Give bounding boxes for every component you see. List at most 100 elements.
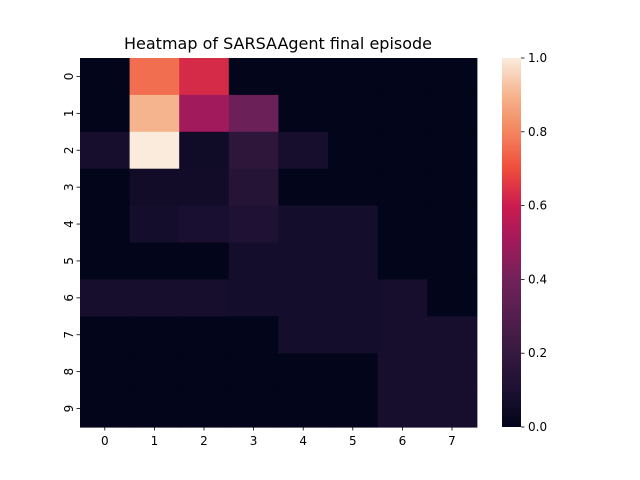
heatmap-cell-r9-c4 [278, 390, 329, 428]
heatmap-cell-r6-c4 [278, 279, 329, 317]
heatmap-cell-r9-c2 [179, 390, 230, 428]
heatmap-cell-r5-c6 [377, 242, 428, 280]
heatmap-cell-r4-c6 [377, 205, 428, 244]
heatmap-cell-r7-c1 [129, 316, 180, 354]
x-tick-label: 1 [151, 434, 159, 448]
heatmap-cell-r0-c5 [328, 58, 379, 96]
y-tick-label: 7 [62, 331, 76, 339]
heatmap-cell-r1-c4 [278, 94, 329, 133]
heatmap-cell-r2-c5 [328, 131, 379, 170]
heatmap-cell-r9-c3 [228, 390, 279, 428]
heatmap-cell-r8-c6 [377, 353, 428, 391]
heatmap-cell-r4-c0 [80, 205, 131, 244]
x-tick-label: 6 [399, 434, 407, 448]
heatmap-cell-r7-c5 [328, 316, 379, 354]
heatmap-cell-r5-c1 [129, 242, 180, 280]
heatmap-cell-r1-c2 [179, 94, 230, 133]
heatmap-cell-r2-c7 [427, 131, 478, 170]
heatmap-cell-r8-c1 [129, 353, 180, 391]
heatmap-cell-r5-c4 [278, 242, 329, 280]
heatmap-cell-r9-c0 [80, 390, 131, 428]
heatmap-cell-r1-c1 [129, 94, 180, 133]
heatmap-cell-r4-c4 [278, 205, 329, 244]
heatmap-cell-r6-c6 [377, 279, 428, 317]
heatmap-cell-r3-c7 [427, 168, 478, 207]
heatmap-cell-r3-c2 [179, 168, 230, 207]
x-tick-label: 2 [200, 434, 208, 448]
heatmap-cell-r5-c2 [179, 242, 230, 280]
heatmap-cell-r9-c6 [377, 390, 428, 428]
heatmap-cell-r6-c0 [80, 279, 131, 317]
heatmap-cell-r5-c7 [427, 242, 478, 280]
heatmap-cell-r3-c3 [228, 168, 279, 207]
heatmap-cell-r2-c3 [228, 131, 279, 170]
heatmap-cell-r0-c6 [377, 58, 428, 96]
heatmap-cell-r7-c2 [179, 316, 230, 354]
heatmap-cell-r3-c4 [278, 168, 329, 207]
y-tick-label: 1 [62, 110, 76, 118]
heatmap-cell-r7-c4 [278, 316, 329, 354]
y-tick-label: 3 [62, 183, 76, 191]
heatmap-cell-r2-c2 [179, 131, 230, 170]
y-axis-ticks: 0 1 2 3 4 5 6 7 8 9 [62, 73, 80, 413]
heatmap-cell-r1-c5 [328, 94, 379, 133]
heatmap-cell-r8-c2 [179, 353, 230, 391]
heatmap-cell-r1-c3 [228, 94, 279, 133]
heatmap-cell-r8-c7 [427, 353, 478, 391]
heatmap-cell-r1-c7 [427, 94, 478, 133]
heatmap-cell-r3-c5 [328, 168, 379, 207]
heatmap-cell-r2-c6 [377, 131, 428, 170]
heatmap-cell-r7-c6 [377, 316, 428, 354]
y-tick-label: 8 [62, 368, 76, 376]
heatmap-cell-r8-c3 [228, 353, 279, 391]
heatmap-cell-r0-c0 [80, 58, 131, 96]
heatmap-cell-r0-c2 [179, 58, 230, 96]
heatmap-cell-r0-c1 [129, 58, 180, 96]
colorbar-tick-label: 0.8 [528, 125, 547, 139]
heatmap-cell-r7-c3 [228, 316, 279, 354]
colorbar-tick-label: 0.6 [528, 199, 547, 213]
heatmap-cell-r9-c1 [129, 390, 180, 428]
heatmap-cell-r3-c0 [80, 168, 131, 207]
heatmap-cells [80, 58, 478, 428]
colorbar-ticks: 0.0 0.2 0.4 0.6 0.8 1.0 [521, 51, 547, 434]
heatmap-cell-r6-c3 [228, 279, 279, 317]
heatmap-cell-r4-c7 [427, 205, 478, 244]
heatmap-cell-r1-c0 [80, 94, 131, 133]
heatmap-cell-r1-c6 [377, 94, 428, 133]
colorbar-tick-label: 1.0 [528, 51, 547, 65]
x-axis-ticks: 0 1 2 3 4 5 6 7 [101, 427, 456, 448]
heatmap-cell-r5-c5 [328, 242, 379, 280]
x-tick-label: 7 [448, 434, 456, 448]
heatmap-cell-r9-c5 [328, 390, 379, 428]
heatmap-cell-r7-c7 [427, 316, 478, 354]
colorbar-tick-label: 0.4 [528, 272, 547, 286]
heatmap-cell-r6-c1 [129, 279, 180, 317]
heatmap-cell-r4-c1 [129, 205, 180, 244]
heatmap-cell-r6-c7 [427, 279, 478, 317]
x-tick-label: 3 [250, 434, 258, 448]
heatmap-cell-r8-c4 [278, 353, 329, 391]
colorbar [502, 58, 521, 427]
y-tick-label: 6 [62, 294, 76, 302]
heatmap-cell-r0-c7 [427, 58, 478, 96]
y-tick-label: 9 [62, 405, 76, 413]
heatmap-cell-r3-c6 [377, 168, 428, 207]
y-tick-label: 5 [62, 257, 76, 265]
x-tick-label: 0 [101, 434, 109, 448]
x-tick-label: 5 [349, 434, 357, 448]
heatmap-cell-r0-c4 [278, 58, 329, 96]
heatmap-cell-r3-c1 [129, 168, 180, 207]
heatmap-cell-r5-c0 [80, 242, 131, 280]
heatmap-cell-r2-c4 [278, 131, 329, 170]
heatmap-cell-r0-c3 [228, 58, 279, 96]
x-tick-label: 4 [299, 434, 307, 448]
heatmap-cell-r4-c2 [179, 205, 230, 244]
heatmap-cell-r9-c7 [427, 390, 478, 428]
heatmap-cell-r8-c0 [80, 353, 131, 391]
heatmap-cell-r6-c2 [179, 279, 230, 317]
y-tick-label: 4 [62, 220, 76, 228]
heatmap-cell-r2-c0 [80, 131, 131, 170]
colorbar-tick-label: 0.2 [528, 346, 547, 360]
